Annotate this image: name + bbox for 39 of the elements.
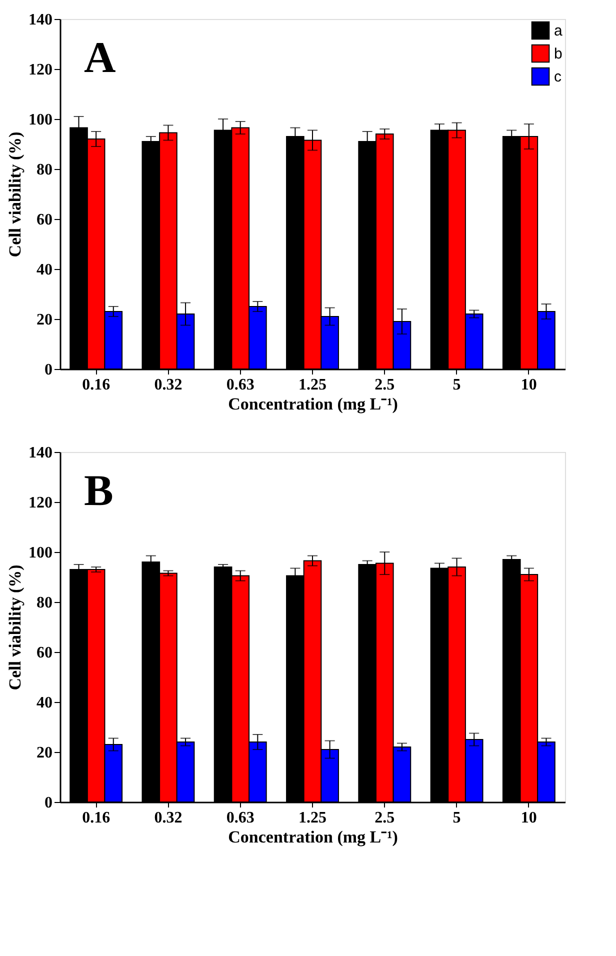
- y-tick-label: 60: [36, 212, 52, 228]
- x-tick-label: 10: [520, 376, 537, 394]
- x-axis-title: Concentration (mg L⁻¹): [228, 828, 398, 846]
- x-tick-label: 2.5: [374, 376, 395, 394]
- x-tick-label: 5: [452, 376, 461, 394]
- y-tick-label: 40: [36, 694, 52, 712]
- x-tick-label: 1.25: [298, 376, 326, 394]
- x-tick-label: 0.16: [82, 810, 110, 826]
- y-tick-label: 100: [28, 112, 52, 128]
- legend-label: c: [554, 68, 562, 86]
- x-tick-label: 0.16: [82, 376, 110, 394]
- y-tick-label: 140: [28, 12, 52, 28]
- x-tick-label: 10: [520, 810, 537, 826]
- y-tick-label: 100: [28, 544, 52, 562]
- x-axis-title: Concentration (mg L⁻¹): [228, 394, 398, 414]
- y-tick-label: 120: [28, 62, 52, 78]
- legend-label: b: [554, 46, 562, 62]
- x-tick-label: 0.63: [226, 810, 254, 826]
- x-tick-label: 1.25: [298, 810, 326, 826]
- y-axis-title: Cell viability (%): [6, 564, 24, 690]
- x-tick-label: 0.63: [226, 376, 254, 394]
- annotation: A: [84, 33, 116, 82]
- y-tick-label: 120: [28, 494, 52, 512]
- x-tick-label: 2.5: [374, 810, 395, 826]
- y-tick-label: 20: [36, 312, 52, 328]
- y-tick-label: 40: [36, 262, 52, 278]
- x-tick-label: 0.32: [154, 810, 182, 826]
- y-tick-label: 80: [36, 594, 52, 612]
- x-tick-label: 5: [452, 810, 461, 826]
- y-axis-title: Cell viability (%): [6, 132, 24, 258]
- annotation: B: [84, 466, 114, 515]
- y-tick-label: 0: [44, 362, 52, 378]
- y-tick-label: 140: [28, 444, 52, 462]
- x-tick-label: 0.32: [154, 376, 182, 394]
- y-tick-label: 60: [36, 644, 52, 662]
- legend-label: a: [554, 22, 563, 40]
- y-tick-label: 80: [36, 162, 52, 178]
- y-tick-label: 20: [36, 744, 52, 762]
- y-tick-label: 0: [44, 794, 52, 812]
